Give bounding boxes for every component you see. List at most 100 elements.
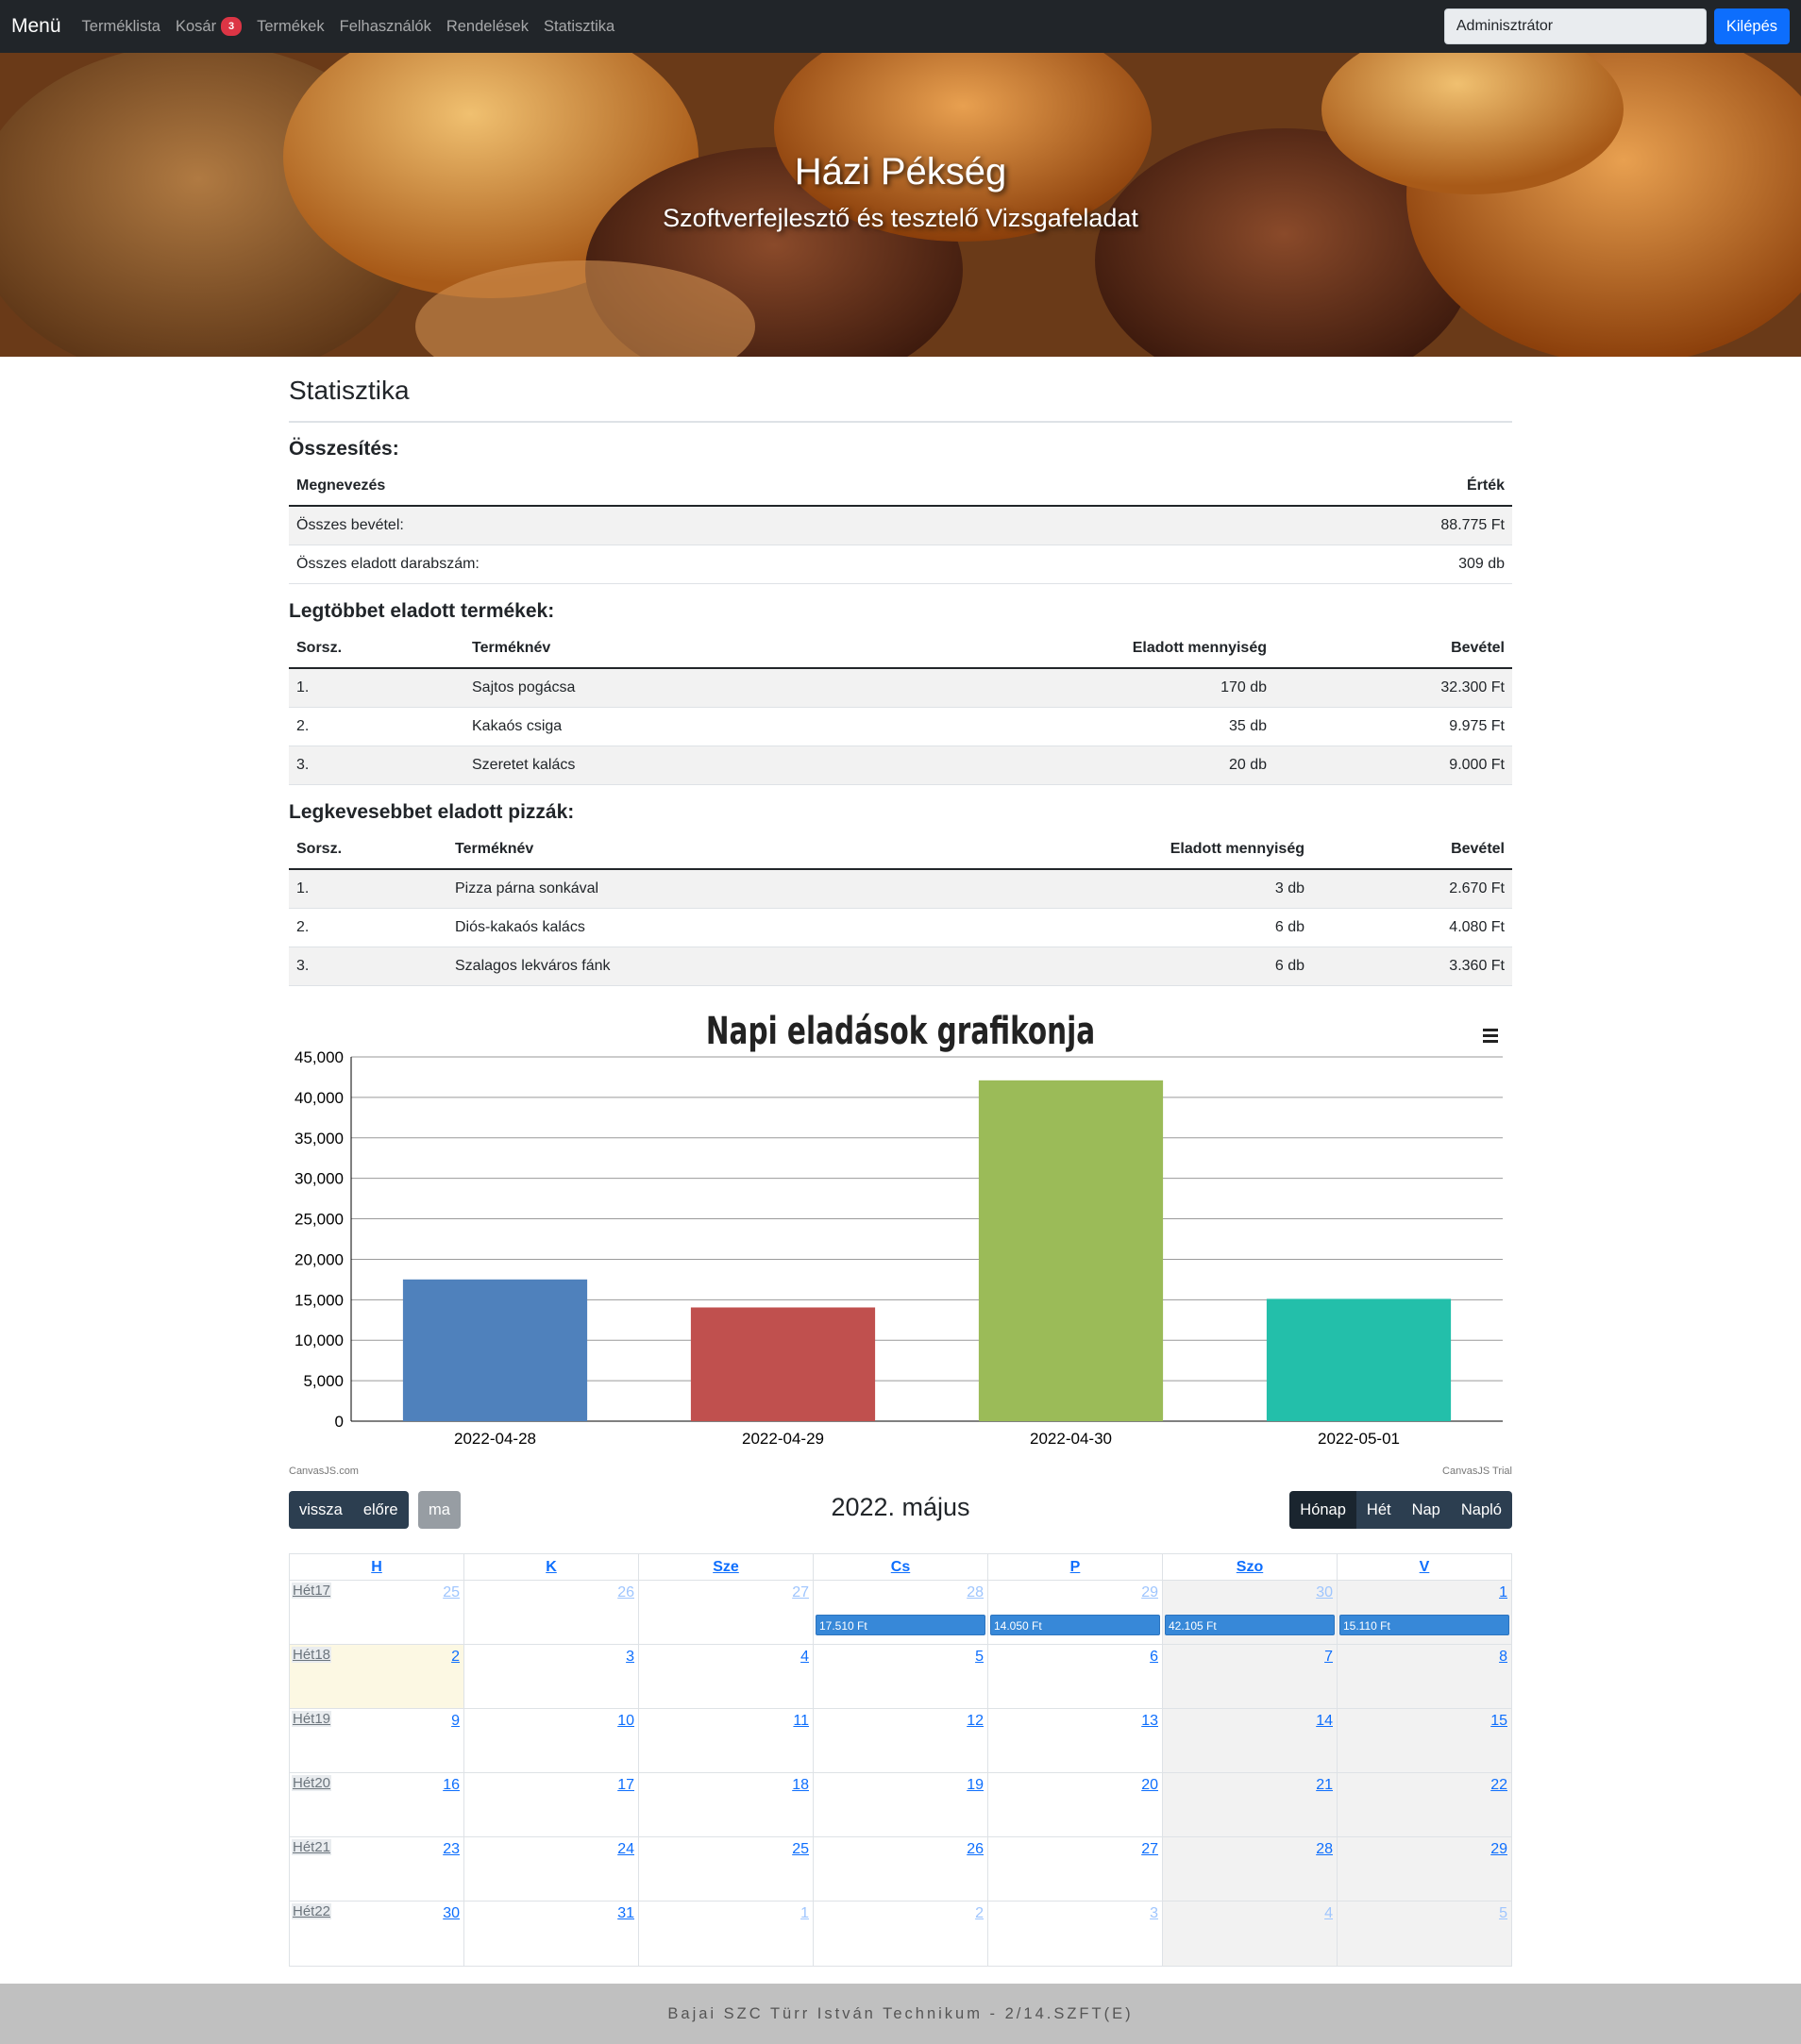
calendar-day-number[interactable]: 30 (1316, 1584, 1333, 1600)
calendar-day-cell[interactable]: 6 (988, 1645, 1163, 1708)
calendar-day-number[interactable]: 23 (443, 1841, 460, 1857)
calendar-day-header[interactable]: H (290, 1554, 464, 1580)
calendar-day-header[interactable]: V (1419, 1559, 1430, 1575)
calendar-day-number[interactable]: 26 (967, 1841, 984, 1857)
calendar-day-number[interactable]: 1 (800, 1905, 809, 1921)
logout-button[interactable]: Kilépés (1713, 8, 1790, 44)
calendar-day-number[interactable]: 3 (626, 1649, 634, 1665)
calendar-day-cell[interactable]: Hét19 9 (290, 1709, 464, 1772)
calendar-view-list[interactable]: Napló (1450, 1491, 1512, 1529)
calendar-event[interactable]: 14.050 Ft (990, 1615, 1160, 1635)
calendar-day-header[interactable]: Cs (814, 1554, 988, 1580)
calendar-week-number[interactable]: Hét17 (292, 1583, 332, 1599)
calendar-day-number[interactable]: 7 (1324, 1649, 1333, 1665)
calendar-day-cell[interactable]: 27 (988, 1837, 1163, 1901)
calendar-day-cell[interactable]: 31 (464, 1902, 639, 1966)
calendar-event[interactable]: 17.510 Ft (816, 1615, 985, 1635)
nav-link-termeklista[interactable]: Terméklista (81, 17, 160, 35)
calendar-view-week[interactable]: Hét (1355, 1491, 1402, 1529)
calendar-day-cell[interactable]: 26 (464, 1581, 639, 1644)
calendar-forward-button[interactable]: előre (352, 1491, 409, 1529)
calendar-day-number[interactable]: 4 (1324, 1905, 1333, 1921)
calendar-day-cell[interactable]: Hét21 23 (290, 1837, 464, 1901)
calendar-day-number[interactable]: 12 (967, 1713, 984, 1729)
calendar-day-cell[interactable]: 28 (1163, 1837, 1338, 1901)
calendar-day-cell[interactable]: 30 42.105 Ft (1163, 1581, 1338, 1644)
calendar-day-cell[interactable]: 7 (1163, 1645, 1338, 1708)
nav-link-rendelesek[interactable]: Rendelések (446, 17, 529, 35)
calendar-day-number[interactable]: 31 (617, 1905, 634, 1921)
calendar-day-cell[interactable]: 22 (1338, 1773, 1511, 1836)
chart-credit-left[interactable]: CanvasJS.com (289, 1466, 359, 1477)
calendar-day-number[interactable]: 25 (792, 1841, 809, 1857)
chart-bar[interactable] (978, 1080, 1164, 1421)
calendar-day-number[interactable]: 6 (1150, 1649, 1158, 1665)
calendar-day-number[interactable]: 29 (1141, 1584, 1158, 1600)
calendar-day-cell[interactable]: 29 (1338, 1837, 1511, 1901)
calendar-day-cell[interactable]: Hét20 16 (290, 1773, 464, 1836)
calendar-day-cell[interactable]: 26 (814, 1837, 988, 1901)
calendar-day-cell[interactable]: 5 (1338, 1902, 1511, 1966)
calendar-event[interactable]: 42.105 Ft (1165, 1615, 1335, 1635)
nav-link-termekek[interactable]: Termékek (257, 17, 325, 35)
calendar-day-cell[interactable]: Hét17 25 (290, 1581, 464, 1644)
calendar-day-cell[interactable]: 25 (639, 1837, 814, 1901)
calendar-day-header[interactable]: Sze (639, 1554, 814, 1580)
calendar-day-cell[interactable]: 12 (814, 1709, 988, 1772)
navbar-brand[interactable]: Menü (11, 15, 61, 37)
calendar-day-number[interactable]: 17 (617, 1777, 634, 1793)
calendar-day-number[interactable]: 2 (975, 1905, 984, 1921)
calendar-day-cell[interactable]: 14 (1163, 1709, 1338, 1772)
calendar-day-number[interactable]: 18 (792, 1777, 809, 1793)
calendar-day-number[interactable]: 25 (443, 1584, 460, 1600)
calendar-day-number[interactable]: 10 (617, 1713, 634, 1729)
chart-bar[interactable] (690, 1307, 876, 1421)
calendar-today-button[interactable]: ma (418, 1491, 461, 1529)
calendar-day-number[interactable]: 24 (617, 1841, 634, 1857)
calendar-day-number[interactable]: 22 (1490, 1777, 1507, 1793)
nav-link-kosar[interactable]: Kosár 3 (176, 17, 243, 36)
calendar-week-number[interactable]: Hét21 (292, 1839, 332, 1855)
calendar-day-cell[interactable]: 5 (814, 1645, 988, 1708)
calendar-day-number[interactable]: 19 (967, 1777, 984, 1793)
calendar-week-number[interactable]: Hét19 (292, 1711, 332, 1727)
calendar-day-header[interactable]: Szo (1163, 1554, 1338, 1580)
calendar-day-number[interactable]: 27 (792, 1584, 809, 1600)
calendar-day-number[interactable]: 20 (1141, 1777, 1158, 1793)
calendar-day-number[interactable]: 15 (1490, 1713, 1507, 1729)
calendar-back-button[interactable]: vissza (289, 1491, 353, 1529)
calendar-day-header[interactable]: P (988, 1554, 1163, 1580)
calendar-week-number[interactable]: Hét18 (292, 1647, 332, 1663)
calendar-day-cell[interactable]: 19 (814, 1773, 988, 1836)
calendar-day-number[interactable]: 30 (443, 1905, 460, 1921)
calendar-day-cell[interactable]: 18 (639, 1773, 814, 1836)
calendar-day-cell[interactable]: 3 (464, 1645, 639, 1708)
calendar-week-number[interactable]: Hét20 (292, 1775, 332, 1791)
calendar-week-number[interactable]: Hét22 (292, 1903, 332, 1919)
calendar-day-cell[interactable]: 17 (464, 1773, 639, 1836)
calendar-day-number[interactable]: 21 (1316, 1777, 1333, 1793)
calendar-day-cell[interactable]: 2 (814, 1902, 988, 1966)
calendar-day-cell[interactable]: 21 (1163, 1773, 1338, 1836)
calendar-day-number[interactable]: 14 (1316, 1713, 1333, 1729)
calendar-day-number[interactable]: 29 (1490, 1841, 1507, 1857)
calendar-day-number[interactable]: 13 (1141, 1713, 1158, 1729)
calendar-day-number[interactable]: 9 (451, 1713, 460, 1729)
chart-bar[interactable] (1266, 1298, 1452, 1421)
calendar-day-number[interactable]: 11 (793, 1713, 809, 1729)
calendar-day-cell[interactable]: 13 (988, 1709, 1163, 1772)
calendar-day-cell[interactable]: 10 (464, 1709, 639, 1772)
calendar-day-cell[interactable]: Hét18 2 (290, 1645, 464, 1708)
calendar-day-cell[interactable]: 3 (988, 1902, 1163, 1966)
calendar-day-cell[interactable]: 20 (988, 1773, 1163, 1836)
calendar-event[interactable]: 15.110 Ft (1339, 1615, 1509, 1635)
calendar-day-number[interactable]: 4 (800, 1649, 809, 1665)
calendar-day-number[interactable]: 5 (975, 1649, 984, 1665)
calendar-day-number[interactable]: 27 (1141, 1841, 1158, 1857)
calendar-day-cell[interactable]: 1 (639, 1902, 814, 1966)
chart-bar[interactable] (402, 1279, 588, 1421)
calendar-day-number[interactable]: 1 (1499, 1584, 1507, 1600)
calendar-day-number[interactable]: 28 (1316, 1841, 1333, 1857)
calendar-day-cell[interactable]: Hét22 30 (290, 1902, 464, 1966)
calendar-day-cell[interactable]: 24 (464, 1837, 639, 1901)
